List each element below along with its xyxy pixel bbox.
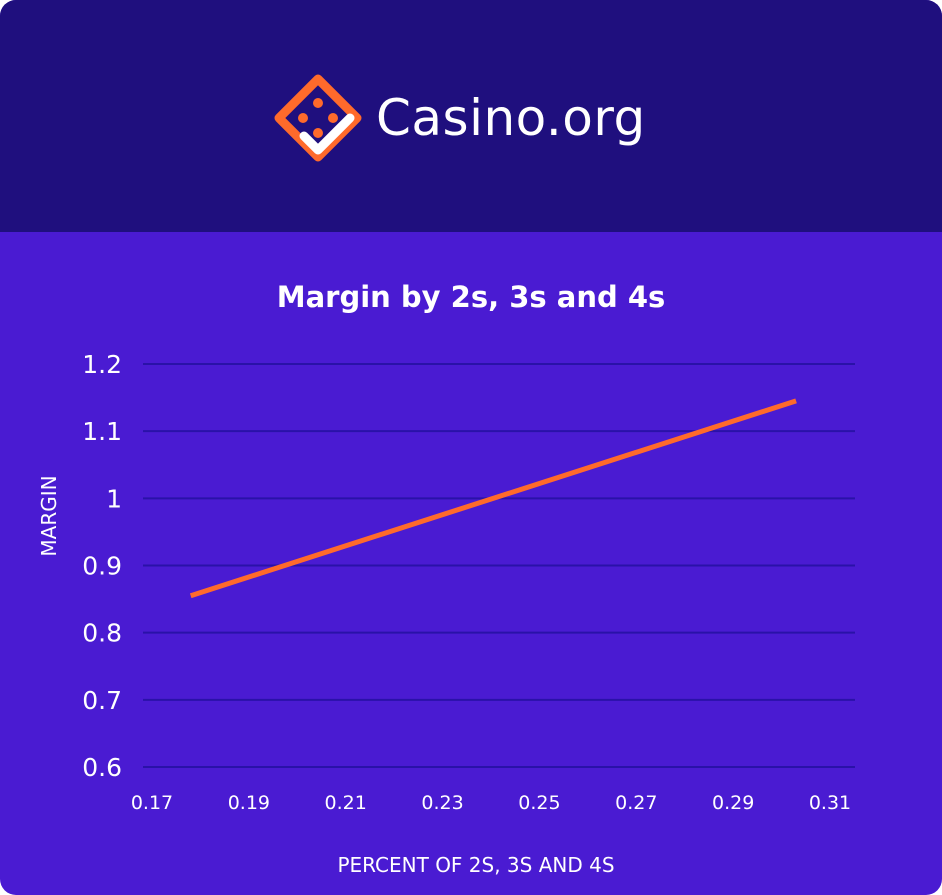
y-tick-label: 0.9 <box>82 552 122 581</box>
y-tick-label: 1.2 <box>82 350 122 379</box>
chart-title: Margin by 2s, 3s and 4s <box>276 280 666 314</box>
y-tick-label: 1 <box>106 484 122 513</box>
brand-logo-text: Casino.org <box>376 89 646 147</box>
line-chart: 0.6 0.7 0.8 0.9 1 1.1 1.2 0.17 0.19 0.21 0.23 0.25… <box>37 350 855 877</box>
x-axis-label: PERCENT OF 2S, 3S AND 4S <box>337 853 614 877</box>
y-axis-label: MARGIN <box>37 475 61 556</box>
series-line <box>189 398 797 599</box>
y-tick-label: 0.7 <box>82 686 122 715</box>
x-tick-label: 0.29 <box>712 792 754 814</box>
x-tick-label: 0.25 <box>518 792 560 814</box>
grid-lines <box>143 363 855 768</box>
x-axis-ticks: 0.17 0.19 0.21 0.23 0.25 0.27 0.29 0.31 <box>131 792 851 814</box>
x-tick-label: 0.27 <box>615 792 657 814</box>
series-layer <box>189 398 797 599</box>
y-tick-label: 0.8 <box>82 619 122 648</box>
dice-diamond-icon <box>274 74 362 162</box>
x-tick-label: 0.23 <box>421 792 463 814</box>
y-tick-label: 1.1 <box>82 417 122 446</box>
y-axis-ticks: 0.6 0.7 0.8 0.9 1 1.1 1.2 <box>82 350 122 782</box>
x-tick-label: 0.31 <box>809 792 851 814</box>
brand-header: Casino.org <box>0 0 942 232</box>
x-tick-label: 0.19 <box>228 792 270 814</box>
y-tick-label: 0.6 <box>82 753 122 782</box>
x-tick-label: 0.21 <box>325 792 367 814</box>
x-tick-label: 0.17 <box>131 792 173 814</box>
